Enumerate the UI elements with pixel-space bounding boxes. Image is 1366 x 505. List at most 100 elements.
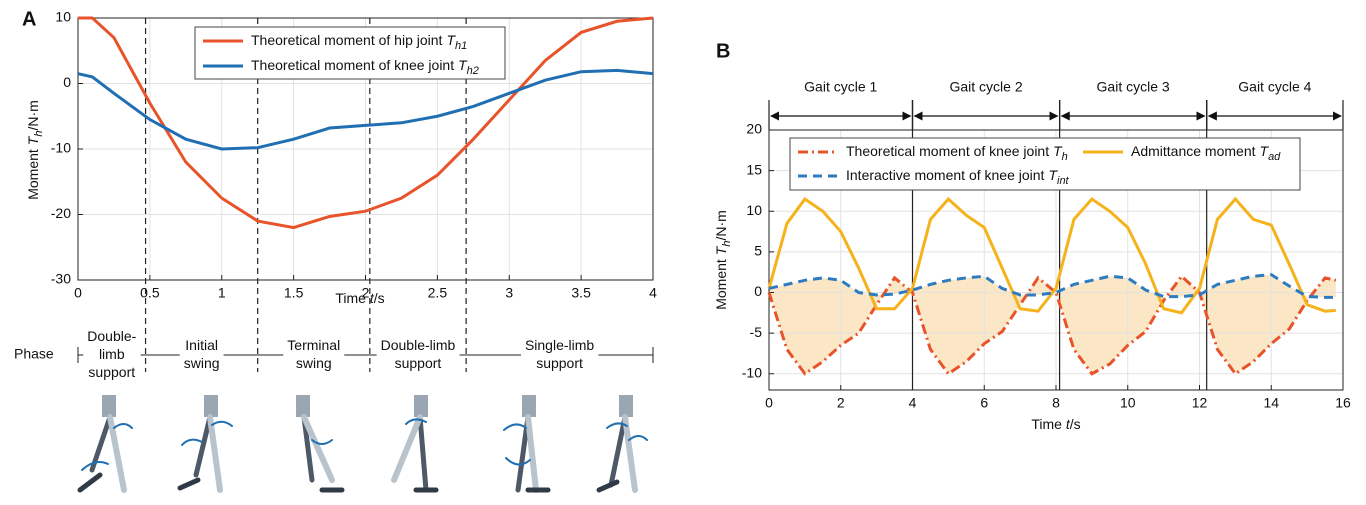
subscript: ad: [1268, 151, 1281, 163]
phase-label: Single-limb support: [525, 337, 594, 371]
symbol: T: [1053, 143, 1063, 159]
symbol: T: [1260, 143, 1270, 159]
robot-illustration: [296, 395, 345, 493]
label-text: Moment: [713, 259, 729, 310]
cycle-label: Gait cycle 2: [949, 79, 1022, 95]
series-line: [77, 68, 654, 151]
y-tick-label: 0: [754, 283, 762, 299]
phase-label-line: Initial: [185, 337, 218, 353]
label-text: Time: [1031, 416, 1062, 432]
series-line: [78, 16, 654, 230]
phase-label-line: limb: [99, 346, 125, 362]
y-tick-label: 20: [746, 121, 762, 137]
symbol: T: [446, 32, 456, 48]
x-tick-label: 6: [980, 395, 988, 411]
legend-text: Theoretical moment of knee joint: [846, 143, 1049, 159]
phase-label-line: Single-limb: [525, 337, 594, 353]
x-tick-label: 8: [1052, 395, 1060, 411]
phase-label-line: Terminal: [287, 337, 340, 353]
legend-text: Admittance moment: [1131, 143, 1256, 159]
x-tick-label: 3.5: [571, 285, 591, 301]
y-tick-label: -30: [51, 271, 71, 287]
robot-illustration: [391, 395, 439, 493]
series-line: [767, 274, 1337, 376]
phase-label-line: Double-: [87, 328, 136, 344]
x-tick-label: 10: [1120, 395, 1136, 411]
robot-illustration: [77, 395, 133, 493]
y-tick-label: 5: [754, 243, 762, 259]
symbol: t: [370, 290, 375, 306]
legend-box: [789, 137, 1301, 191]
symbol: T: [458, 57, 468, 73]
unit: /N·m: [713, 210, 729, 240]
x-tick-label: 4: [649, 285, 657, 301]
plot-frame: [77, 17, 654, 281]
symbol: T: [713, 245, 729, 255]
y-tick-label: -10: [742, 364, 762, 380]
cycle-label: Gait cycle 1: [804, 79, 877, 95]
x-tick-label: 16: [1335, 395, 1351, 411]
robot-illustration: [503, 395, 551, 493]
phase-label: Double-limb support: [87, 328, 136, 380]
phase-title: Phase: [14, 346, 54, 362]
subscript: h1: [455, 40, 467, 52]
x-axis-label: Time t/s: [335, 290, 384, 306]
cycle-label: Gait cycle 4: [1238, 79, 1311, 95]
y-tick-label: 10: [55, 9, 71, 25]
legend-text: Theoretical moment of knee joint: [251, 57, 454, 73]
x-tick-label: 2: [837, 395, 845, 411]
x-tick-label: 1.5: [284, 285, 304, 301]
x-tick-label: 0: [765, 395, 773, 411]
unit: /s: [374, 290, 385, 306]
label-text: Moment: [25, 149, 41, 200]
y-axis-label: Moment Th/N·m: [25, 100, 45, 200]
x-axis-label: Time t/s: [1031, 416, 1080, 432]
phase-label-line: support: [536, 355, 583, 371]
phase-label: Double-limb support: [381, 337, 456, 371]
x-tick-label: 0: [74, 285, 82, 301]
y-tick-label: 10: [746, 202, 762, 218]
robot-illustration: [596, 395, 648, 493]
chart: A 0 0.5 1 1.5 2 2.5 3 3.5 4 -30 -20 -10 0 10 Theoretica…: [14, 8, 657, 379]
robot-illustrations: [77, 395, 648, 493]
plot-frame: [768, 129, 1344, 391]
legend-entry: Theoretical moment of knee joint Th: [846, 143, 1068, 163]
subscript: h: [1062, 151, 1068, 163]
legend-entry: Theoretical moment of knee joint Th2: [251, 57, 479, 77]
phase-label-line: swing: [296, 355, 332, 371]
legend-box: [194, 26, 506, 80]
phase-label-line: Double-limb: [381, 337, 456, 353]
unit: /N·m: [25, 100, 41, 130]
legend-text: Interactive moment of knee joint: [846, 167, 1045, 183]
y-tick-label: -10: [51, 140, 71, 156]
x-tick-label: 14: [1263, 395, 1279, 411]
symbol: T: [1048, 167, 1058, 183]
label-text: Time: [335, 290, 366, 306]
subscript: h: [33, 131, 45, 137]
series-line: [768, 273, 1336, 299]
phase-label-line: support: [395, 355, 442, 371]
legend-entry: Theoretical moment of hip joint Th1: [251, 32, 467, 52]
legend-entry: Interactive moment of knee joint Tint: [846, 167, 1070, 187]
subscript: h2: [467, 65, 479, 77]
chart: B 0 2 4 6 8 10 12 14 16 -10 -5 0 5 10 15 20 Theoretical m…: [713, 40, 1351, 431]
symbol: T: [25, 135, 41, 145]
x-tick-label: 4: [909, 395, 917, 411]
x-tick-label: 0.5: [140, 285, 160, 301]
legend-text: Theoretical moment of hip joint: [251, 32, 443, 48]
cycle-label: Gait cycle 3: [1097, 79, 1170, 95]
y-tick-label: 15: [746, 161, 762, 177]
symbol: t: [1066, 416, 1071, 432]
robot-illustration: [177, 395, 233, 493]
x-tick-label: 2.5: [428, 285, 448, 301]
phase-label-line: swing: [184, 355, 220, 371]
subscript: h: [721, 241, 733, 247]
subscript: int: [1057, 175, 1070, 187]
panel-label: A: [22, 8, 36, 30]
panel-label: B: [716, 40, 730, 62]
y-tick-label: -5: [750, 324, 763, 340]
legend-entry: Admittance moment Tad: [1131, 143, 1281, 163]
phase-label: Terminal swing: [287, 337, 340, 371]
